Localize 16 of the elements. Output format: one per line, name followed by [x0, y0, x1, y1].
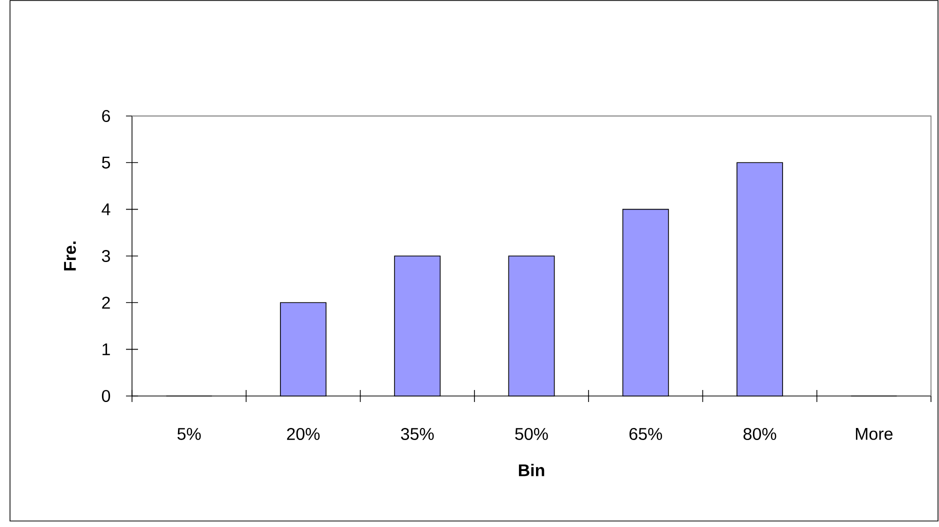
x-tick-label: 80% [744, 428, 776, 440]
x-tick-label: 35% [400, 428, 434, 440]
y-tick-label: 2 [102, 296, 110, 309]
y-axis-title: Fre. [64, 242, 76, 270]
x-tick-label: 65% [629, 428, 662, 440]
y-tick-label: 1 [102, 343, 110, 356]
x-tick-label: More [856, 428, 893, 440]
y-tick-label: 6 [102, 110, 110, 122]
y-tick-label: 0 [102, 390, 110, 402]
y-tick-label: 5 [102, 156, 110, 169]
x-tick-label: 50% [515, 428, 548, 440]
x-axis-title: Bin [518, 464, 544, 476]
x-tick-label: 5% [177, 428, 201, 440]
y-tick-label: 3 [102, 250, 110, 262]
y-tick-label: 4 [102, 203, 110, 216]
x-tick-label: 20% [287, 428, 320, 440]
